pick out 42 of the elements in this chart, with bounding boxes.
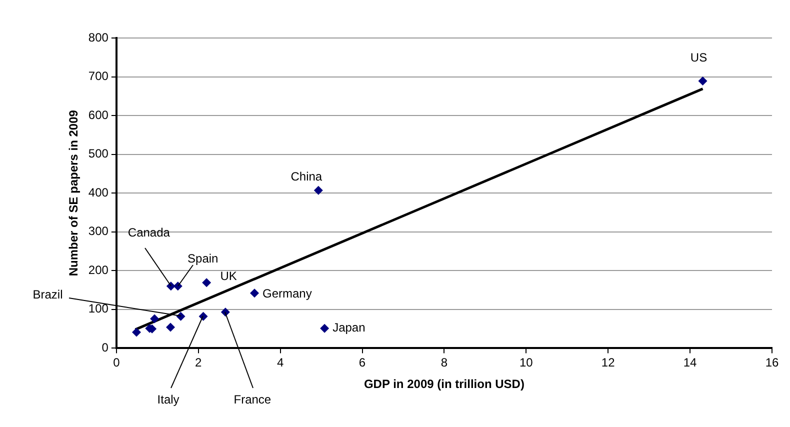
- point: [176, 312, 186, 321]
- x-tick-label: 10: [519, 356, 534, 370]
- x-tick-label: 8: [440, 356, 448, 370]
- y-tick-label: 700: [88, 69, 109, 84]
- annotation: Germany: [262, 286, 312, 300]
- point: [132, 328, 141, 337]
- y-tick-label: 400: [88, 185, 109, 200]
- point: [202, 278, 212, 288]
- x-tick-label: 6: [358, 356, 366, 370]
- annotation: Spain: [188, 251, 218, 266]
- y-tick-label: 300: [88, 224, 109, 238]
- x-tick-label: 2: [195, 356, 202, 370]
- point: [173, 282, 182, 291]
- annotation: UK: [220, 268, 237, 283]
- annotation: Japan: [332, 320, 366, 335]
- y-tick-label: 0: [102, 340, 109, 355]
- x-tick-label: 12: [601, 356, 616, 370]
- point: [250, 288, 260, 298]
- annotation: Italy: [157, 392, 180, 407]
- point: [698, 76, 708, 86]
- x-tick-label: 16: [765, 356, 779, 370]
- annotation: US: [690, 50, 708, 64]
- annotation: China: [290, 170, 322, 184]
- point: [220, 308, 230, 317]
- x-tick-label: 4: [276, 356, 284, 370]
- x-axis-title: GDP in 2009 (in trillion USD): [364, 377, 524, 392]
- point: [320, 324, 330, 333]
- y-tick-label: 200: [88, 262, 109, 277]
- y-axis-title: Number of SE papers in 2009: [66, 110, 81, 276]
- x-tick-label: 0: [113, 356, 120, 370]
- x-tick-label: 14: [683, 356, 698, 370]
- point: [198, 312, 208, 321]
- y-tick-label: 500: [88, 146, 109, 161]
- y-tick-label: 800: [88, 30, 109, 44]
- point: [166, 322, 176, 332]
- annotation: Canada: [128, 225, 170, 240]
- annotation: Brazil: [32, 288, 63, 302]
- annotation: France: [234, 392, 272, 406]
- y-tick-label: 600: [88, 108, 109, 122]
- y-tick-label: 100: [88, 302, 109, 316]
- point: [314, 186, 323, 195]
- point: [150, 314, 160, 324]
